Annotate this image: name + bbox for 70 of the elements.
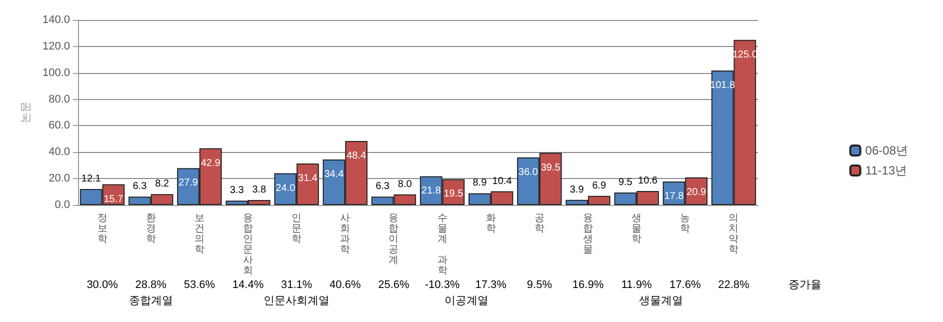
x-tick-label: 보건의학	[194, 212, 204, 256]
data-label: 48.4	[346, 150, 366, 162]
y-tick-label: 40.0	[48, 146, 70, 158]
data-label: 3.3	[230, 185, 244, 196]
data-label: 6.9	[592, 180, 607, 192]
legend-label: 11-13년	[865, 164, 908, 178]
data-label: 17.8	[664, 190, 684, 202]
data-label: 6.3	[376, 181, 390, 192]
x-tick-label: 수물계 과학	[437, 212, 448, 276]
data-label: 8.0	[398, 178, 412, 190]
text: 9.5%	[526, 279, 552, 291]
data-label: 21.8	[421, 186, 442, 197]
data-label: 10.4	[492, 176, 512, 187]
x-tick-label: 인문학	[292, 212, 302, 245]
text: 28.8%	[135, 279, 167, 291]
x-tick-label: 융합생물	[583, 212, 593, 256]
x-tick-label: 환경학	[146, 212, 156, 245]
data-label: 6.3	[132, 181, 148, 192]
data-label: 10.6	[638, 175, 658, 186]
x-tick-label: 정보학	[97, 212, 108, 245]
y-tick-label: 0.0	[54, 199, 70, 211]
text: 30.0%	[86, 279, 118, 291]
text: 17.6%	[670, 279, 701, 291]
text: 17.3%	[475, 279, 507, 291]
data-label: 31.4	[298, 173, 318, 184]
data-label: 12.1	[81, 174, 102, 185]
data-label: 39.5	[540, 162, 561, 174]
y-tick-label: 60.0	[48, 120, 70, 132]
data-label: 42.9	[200, 158, 221, 169]
text: 증가율	[788, 279, 822, 291]
x-tick-label: 융합이공계	[388, 212, 399, 266]
x-tick-label: 화학	[486, 212, 496, 234]
text: 종합계열	[128, 295, 173, 307]
data-label: 8.9	[472, 178, 488, 189]
y-tick-label: 80.0	[48, 93, 70, 106]
text: 11.9%	[621, 279, 652, 291]
text: 53.6%	[184, 279, 216, 291]
text: 생물계열	[638, 295, 683, 307]
x-tick-label: 융합인문사회	[243, 212, 253, 276]
data-label: 24.0	[276, 182, 296, 194]
y-tick-label: 140.0	[42, 14, 70, 26]
x-tick-label: 농학	[680, 212, 690, 234]
text: 인문사회계열	[264, 295, 330, 307]
text: 이공계열	[444, 295, 489, 307]
data-label: 34.4	[324, 169, 344, 180]
text: 40.6%	[330, 279, 361, 291]
data-label: 8.2	[155, 178, 170, 190]
text: 16.9%	[572, 279, 604, 291]
x-tick-label: 생물학	[632, 212, 642, 245]
data-label: 20.9	[686, 186, 706, 198]
data-label: 15.7	[104, 194, 124, 205]
text: 31.1%	[280, 279, 312, 291]
x-tick-label: 공학	[534, 212, 544, 234]
x-tick-label: 사회과학	[340, 212, 350, 256]
x-tick-label: 의치약학	[728, 212, 739, 256]
data-label: 3.9	[570, 184, 584, 196]
data-label: 19.5	[444, 188, 464, 200]
legend-label: 06-08년	[865, 144, 908, 158]
data-label: 27.9	[178, 178, 198, 189]
y-tick-label: 20.0	[48, 172, 70, 185]
data-label: 36.0	[518, 166, 538, 178]
y-tick-label: 120.0	[42, 40, 70, 52]
text: -10.3%	[424, 279, 460, 291]
data-label: 9.5	[618, 176, 633, 188]
text: 22.8%	[718, 279, 750, 291]
text: 14.4%	[232, 279, 264, 291]
data-label: 3.8	[252, 184, 267, 196]
y-tick-label: 100.0	[42, 66, 70, 79]
y-axis-title: 논문	[20, 102, 32, 124]
text: 25.6%	[378, 279, 410, 291]
